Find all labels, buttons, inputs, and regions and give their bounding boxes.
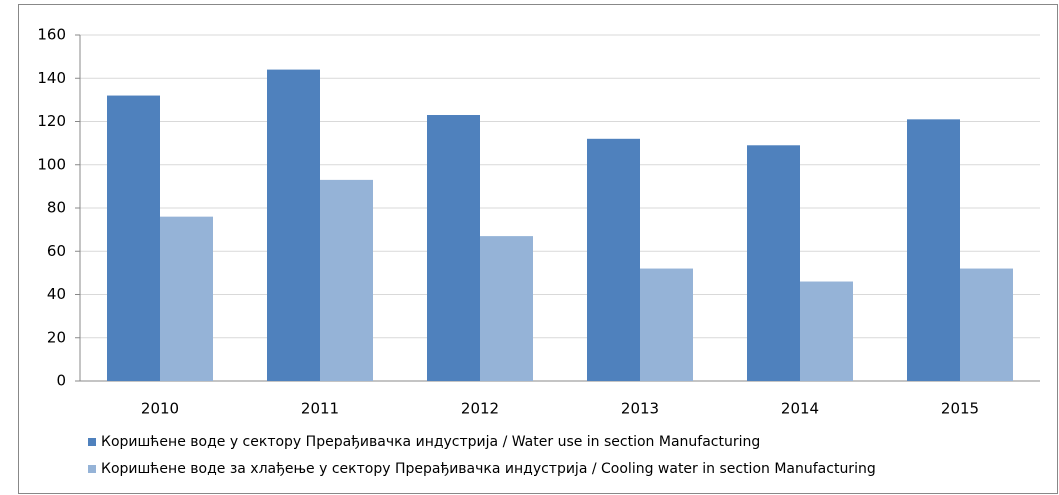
bar <box>480 236 533 381</box>
y-tick-label: 60 <box>47 242 66 260</box>
legend-swatch <box>88 438 96 446</box>
legend-label: Коришћене воде за хлађење у сектору Прер… <box>101 461 876 477</box>
y-tick-label: 160 <box>37 26 66 44</box>
y-tick-label: 140 <box>37 69 66 87</box>
bar <box>107 95 160 382</box>
x-tick-label: 2015 <box>941 400 979 418</box>
y-tick-label: 20 <box>47 328 66 346</box>
x-tick-label: 2010 <box>141 400 179 418</box>
bar <box>747 145 800 381</box>
y-tick-label: 80 <box>47 199 66 217</box>
bar <box>907 119 960 382</box>
y-tick-label: 0 <box>56 372 66 390</box>
bar <box>640 268 693 381</box>
bar <box>160 216 213 381</box>
x-tick-label: 2011 <box>301 400 339 418</box>
bar <box>587 138 640 381</box>
bar <box>960 268 1013 381</box>
x-tick-label: 2013 <box>621 400 659 418</box>
x-tick-label: 2012 <box>461 400 499 418</box>
bar <box>267 69 320 381</box>
bar <box>320 179 373 381</box>
y-tick-label: 100 <box>37 155 66 173</box>
bar <box>800 281 853 381</box>
y-tick-label: 40 <box>47 285 66 303</box>
legend-swatch <box>88 465 96 473</box>
y-tick-label: 120 <box>37 112 66 130</box>
x-tick-label: 2014 <box>781 400 819 418</box>
legend-label: Коришћене воде у сектору Прерађивачка ин… <box>101 434 760 450</box>
bar <box>427 115 480 381</box>
